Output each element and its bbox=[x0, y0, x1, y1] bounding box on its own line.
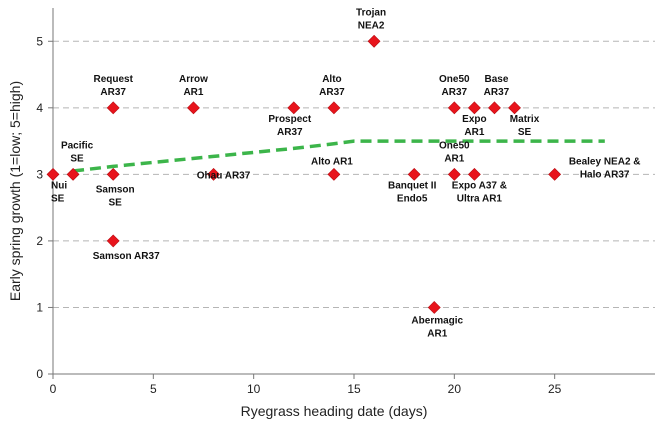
data-point bbox=[106, 234, 120, 248]
point-label-line: Expo A37 & bbox=[452, 180, 507, 191]
point-label: Expo A37 & Ultra AR1 bbox=[452, 180, 507, 204]
point-label-line: AR1 bbox=[183, 87, 203, 98]
data-point bbox=[548, 167, 562, 181]
y-axis-title: Early spring growth (1=low; 5=high) bbox=[7, 81, 23, 301]
y-tick-label: 2 bbox=[36, 234, 43, 248]
point-label-line: Request bbox=[93, 74, 133, 85]
gridlines bbox=[53, 40, 655, 308]
point-label: One50 AR1 bbox=[439, 140, 470, 164]
x-tick-label: 5 bbox=[150, 382, 157, 396]
data-point bbox=[367, 34, 381, 48]
data-point bbox=[106, 101, 120, 115]
point-label-line: Pacific bbox=[61, 140, 94, 151]
point-label: One50 AR37 bbox=[439, 74, 470, 98]
point-label-line: Arrow bbox=[179, 74, 208, 85]
point-label-line: AR37 bbox=[319, 87, 345, 98]
point-label-line: SE bbox=[51, 193, 65, 204]
data-point bbox=[427, 301, 441, 314]
point-label-line: Expo bbox=[462, 114, 486, 125]
data-point bbox=[327, 167, 341, 181]
point-label-line: Halo AR37 bbox=[580, 169, 630, 180]
point-label-line: AR1 bbox=[427, 328, 447, 339]
data-point bbox=[447, 101, 461, 115]
point-label: Arrow AR1 bbox=[179, 74, 208, 98]
x-tick-label: 15 bbox=[347, 382, 361, 396]
data-point bbox=[106, 167, 120, 181]
point-label-line: AR37 bbox=[277, 127, 303, 138]
point-label: Expo AR1 bbox=[462, 114, 486, 138]
point-label-line: AR37 bbox=[442, 87, 468, 98]
point-label-line: NEA2 bbox=[358, 20, 385, 31]
point-label-line: AR1 bbox=[464, 127, 484, 138]
point-label-line: Prospect bbox=[268, 114, 311, 125]
data-point bbox=[287, 101, 301, 115]
point-label: Base AR37 bbox=[484, 74, 510, 98]
data-points bbox=[46, 34, 562, 314]
trend-line bbox=[72, 139, 605, 173]
point-label-line: Samson AR37 bbox=[93, 251, 160, 262]
axes bbox=[48, 8, 655, 379]
point-label-line: Nui bbox=[51, 180, 67, 191]
x-tick-label: 20 bbox=[448, 382, 462, 396]
data-point bbox=[46, 167, 60, 181]
point-label-line: Matrix bbox=[510, 114, 540, 125]
point-label-line: SE bbox=[518, 127, 532, 138]
point-label-line: Bealey NEA2 & bbox=[569, 156, 641, 167]
point-label-line: AR1 bbox=[444, 153, 464, 164]
point-label: Samson SE bbox=[96, 184, 135, 208]
point-label-line: Ultra AR1 bbox=[457, 193, 503, 204]
point-label-line: One50 bbox=[439, 140, 470, 151]
data-point bbox=[327, 101, 341, 115]
point-label: Nui SE bbox=[51, 180, 67, 204]
tick-labels: 0 5 10 15 20 25 0 1 2 3 4 5 bbox=[36, 34, 561, 396]
point-label: Pacific SE bbox=[61, 140, 94, 164]
trend-line-group bbox=[72, 139, 605, 173]
y-tick-label: 1 bbox=[36, 300, 43, 314]
point-label-line: Trojan bbox=[356, 7, 386, 18]
x-tick-label: 10 bbox=[247, 382, 261, 396]
point-label: Banquet II Endo5 bbox=[388, 180, 437, 204]
data-point bbox=[488, 101, 501, 115]
point-label: Ohau AR37 bbox=[197, 170, 251, 181]
point-label-line: AR37 bbox=[100, 87, 126, 98]
point-label-line: Banquet II bbox=[388, 180, 437, 191]
point-label: Bealey NEA2 & Halo AR37 bbox=[569, 156, 641, 180]
y-tick-label: 4 bbox=[36, 101, 43, 115]
point-label-line: Alto bbox=[322, 74, 341, 85]
point-label: Request AR37 bbox=[93, 74, 133, 98]
point-label: Trojan NEA2 bbox=[356, 7, 386, 31]
point-label-line: SE bbox=[70, 153, 84, 164]
data-point bbox=[66, 167, 80, 181]
point-label: Matrix SE bbox=[510, 114, 540, 138]
data-point bbox=[407, 167, 421, 181]
point-label-line: Base bbox=[485, 74, 509, 85]
x-tick-label: 25 bbox=[548, 382, 562, 396]
point-label: Prospect AR37 bbox=[268, 114, 311, 138]
point-label-line: Endo5 bbox=[397, 193, 428, 204]
y-tick-label: 3 bbox=[36, 167, 43, 181]
point-label-line: AR37 bbox=[484, 87, 510, 98]
data-point bbox=[447, 167, 461, 181]
y-tick-label: 0 bbox=[36, 367, 43, 381]
point-label: Alto AR1 bbox=[311, 156, 353, 167]
data-point bbox=[207, 167, 220, 181]
point-label: Alto AR37 bbox=[319, 74, 345, 98]
point-label-line: One50 bbox=[439, 74, 470, 85]
data-point bbox=[467, 167, 481, 181]
point-label-line: SE bbox=[109, 197, 123, 208]
x-axis-title: Ryegrass heading date (days) bbox=[241, 403, 428, 419]
data-point bbox=[187, 101, 200, 115]
point-label: Samson AR37 bbox=[93, 251, 160, 262]
point-label-line: Samson bbox=[96, 184, 135, 195]
x-tick-label: 0 bbox=[50, 382, 57, 396]
point-label-line: Ohau AR37 bbox=[197, 170, 251, 181]
y-tick-label: 5 bbox=[36, 34, 43, 48]
point-label-line: Alto AR1 bbox=[311, 156, 353, 167]
data-point bbox=[508, 101, 521, 115]
point-label: Abermagic AR1 bbox=[411, 315, 463, 339]
point-label-line: Abermagic bbox=[411, 315, 463, 326]
data-point bbox=[467, 101, 481, 115]
